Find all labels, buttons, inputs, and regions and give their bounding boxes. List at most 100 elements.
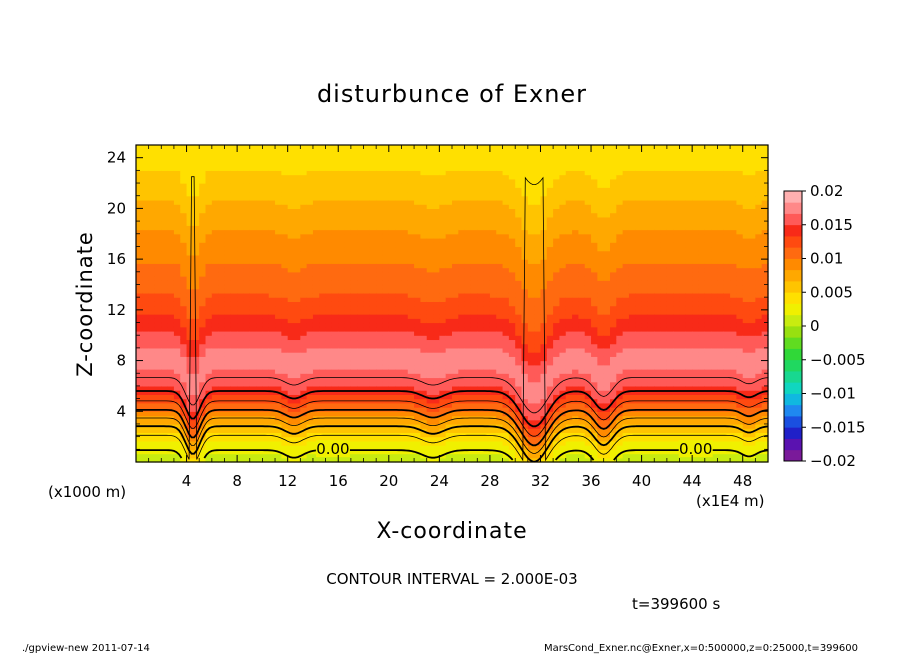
field-cell [331,318,339,324]
field-cell [173,170,181,176]
field-cell [211,267,219,273]
field-cell [502,166,510,171]
field-cell [407,149,415,155]
field-cell [325,276,333,281]
field-cell [268,250,276,256]
field-cell [527,166,535,171]
field-cell [186,263,194,269]
field-cell [527,377,535,383]
field-cell [534,381,542,387]
field-cell [414,428,421,434]
field-cell [205,263,213,269]
field-cell [205,369,213,374]
field-cell [154,309,162,315]
field-cell [192,208,200,214]
field-cell [186,402,194,408]
field-cell [294,301,301,307]
field-cell [502,212,510,218]
field-cell [515,161,523,167]
field-cell [452,183,459,188]
field-cell [136,356,143,362]
field-cell [464,237,472,243]
field-cell [496,453,504,459]
field-cell [350,157,358,163]
field-cell [382,284,390,290]
field-cell [414,335,421,341]
field-cell [331,364,339,370]
field-cell [186,276,194,281]
field-cell [167,301,175,307]
field-cell [540,445,548,450]
field-cell [325,153,333,159]
field-cell [230,457,238,463]
field-cell [237,369,245,374]
field-cell [483,153,491,159]
field-cell [325,457,333,463]
field-cell [458,330,466,336]
field-cell [546,297,554,302]
field-cell [464,335,472,341]
field-cell [420,305,428,311]
field-cell [211,166,219,171]
field-cell [211,276,219,281]
field-cell [401,259,409,264]
field-cell [268,267,276,273]
field-cell [395,343,403,349]
field-cell [350,339,358,345]
field-cell [515,385,523,391]
field-cell [553,267,561,273]
field-cell [388,453,396,459]
field-cell [477,212,485,218]
field-cell [275,330,282,336]
field-cell [281,199,289,205]
field-cell [546,360,554,366]
field-cell [262,318,270,324]
field-cell [167,305,175,311]
field-cell [256,373,263,379]
field-cell [527,411,535,417]
field-cell [527,318,535,324]
field-cell [369,411,377,417]
field-cell [173,432,181,438]
field-cell [388,195,396,201]
field-cell [180,407,188,412]
field-cell [376,301,384,307]
field-cell [369,276,377,281]
field-cell [331,360,339,366]
field-cell [439,419,447,425]
field-cell [534,305,542,311]
field-cell [230,216,238,222]
field-cell [376,237,384,243]
field-cell [331,339,339,345]
field-cell [433,183,440,188]
field-cell [173,385,181,391]
field-cell [363,280,371,286]
field-cell [357,280,365,286]
field-cell [369,263,377,269]
field-cell [452,330,459,336]
field-cell [154,326,162,332]
field-cell [546,153,554,159]
field-cell [325,330,333,336]
field-cell [268,157,276,163]
field-cell [452,242,459,248]
field-cell [452,436,459,442]
field-cell [205,347,213,353]
field-cell [173,157,181,163]
field-cell [502,457,510,463]
field-cell [199,183,207,188]
field-cell [527,221,535,226]
field-cell [407,352,415,357]
field-cell [237,347,245,353]
field-cell [287,347,295,353]
field-cell [142,267,150,273]
field-cell [350,288,358,294]
field-cell [502,174,510,180]
field-cell [483,318,491,324]
field-cell [407,364,415,370]
field-cell [420,377,428,383]
field-cell [192,204,200,209]
field-cell [180,309,188,315]
field-cell [142,335,150,341]
field-cell [508,280,516,286]
